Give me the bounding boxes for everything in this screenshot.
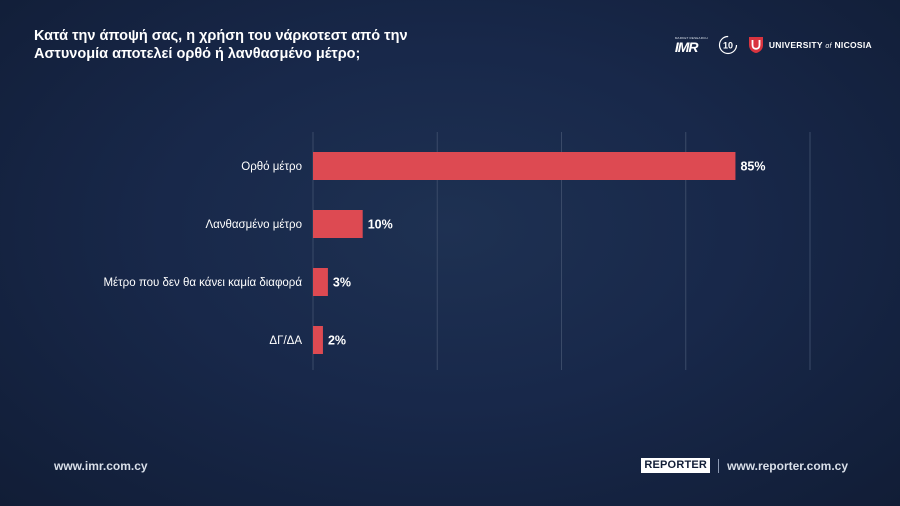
bar-2 [313, 268, 328, 296]
bar-3 [313, 326, 323, 354]
university-of-nicosia-logo: UNIVERSITY of NICOSIA [748, 36, 872, 54]
category-label-1: Λανθασμένο μέτρο [205, 219, 302, 231]
ten-years-logo: 10 [718, 35, 738, 55]
category-label-0: Ορθό μέτρο [241, 161, 302, 173]
imr-logo-text: IMR [674, 38, 699, 55]
category-label-3: ΔΓ/ΔΑ [269, 335, 302, 347]
ten-years-text: 10 [723, 41, 733, 51]
bar-1 [313, 210, 363, 238]
chart-title-line-1: Κατά την άποψή σας, η χρήση του νάρκοτεσ… [34, 28, 408, 44]
unic-shield-icon [748, 37, 763, 53]
value-label-2: 3% [333, 276, 351, 290]
unic-logo-text: UNIVERSITY of NICOSIA [769, 40, 872, 50]
unic-of: of [825, 43, 832, 50]
chart-value-labels: 85% 10% 3% 2% [328, 160, 766, 348]
imr-logo: MARKET RESEARCH IMR [674, 35, 708, 55]
chart-category-labels: Ορθό μέτρο Λανθασμένο μέτρο Μέτρο που δεν … [103, 161, 302, 347]
unic-city: NICOSIA [834, 40, 872, 50]
bar-0 [313, 152, 736, 180]
chart-title: Κατά την άποψή σας, η χρήση του νάρκοτεσ… [34, 27, 454, 63]
reporter-website[interactable]: www.reporter.com.cy [727, 458, 848, 473]
category-label-2: Μέτρο που δεν θα κάνει καμία διαφορά [103, 277, 302, 289]
imr-website[interactable]: www.imr.com.cy [54, 459, 148, 473]
chart-title-line-2: Αστυνομία αποτελεί ορθό ή λανθασμένο μέτ… [34, 46, 361, 62]
reporter-logo: REPORTER [641, 458, 711, 473]
footer-divider [718, 458, 720, 473]
value-label-1: 10% [368, 218, 393, 232]
value-label-3: 2% [328, 334, 346, 348]
reporter-footer: REPORTER www.reporter.com.cy [641, 458, 848, 473]
unic-name: UNIVERSITY [768, 40, 823, 50]
ten-years-icon: 10 [718, 35, 737, 55]
imr-logo-tagline: MARKET RESEARCH [674, 35, 708, 40]
sponsor-logos: MARKET RESEARCH IMR 10 UNIVERSITY of NIC… [675, 34, 872, 56]
chart-bars [313, 152, 736, 354]
value-label-0: 85% [740, 160, 765, 174]
